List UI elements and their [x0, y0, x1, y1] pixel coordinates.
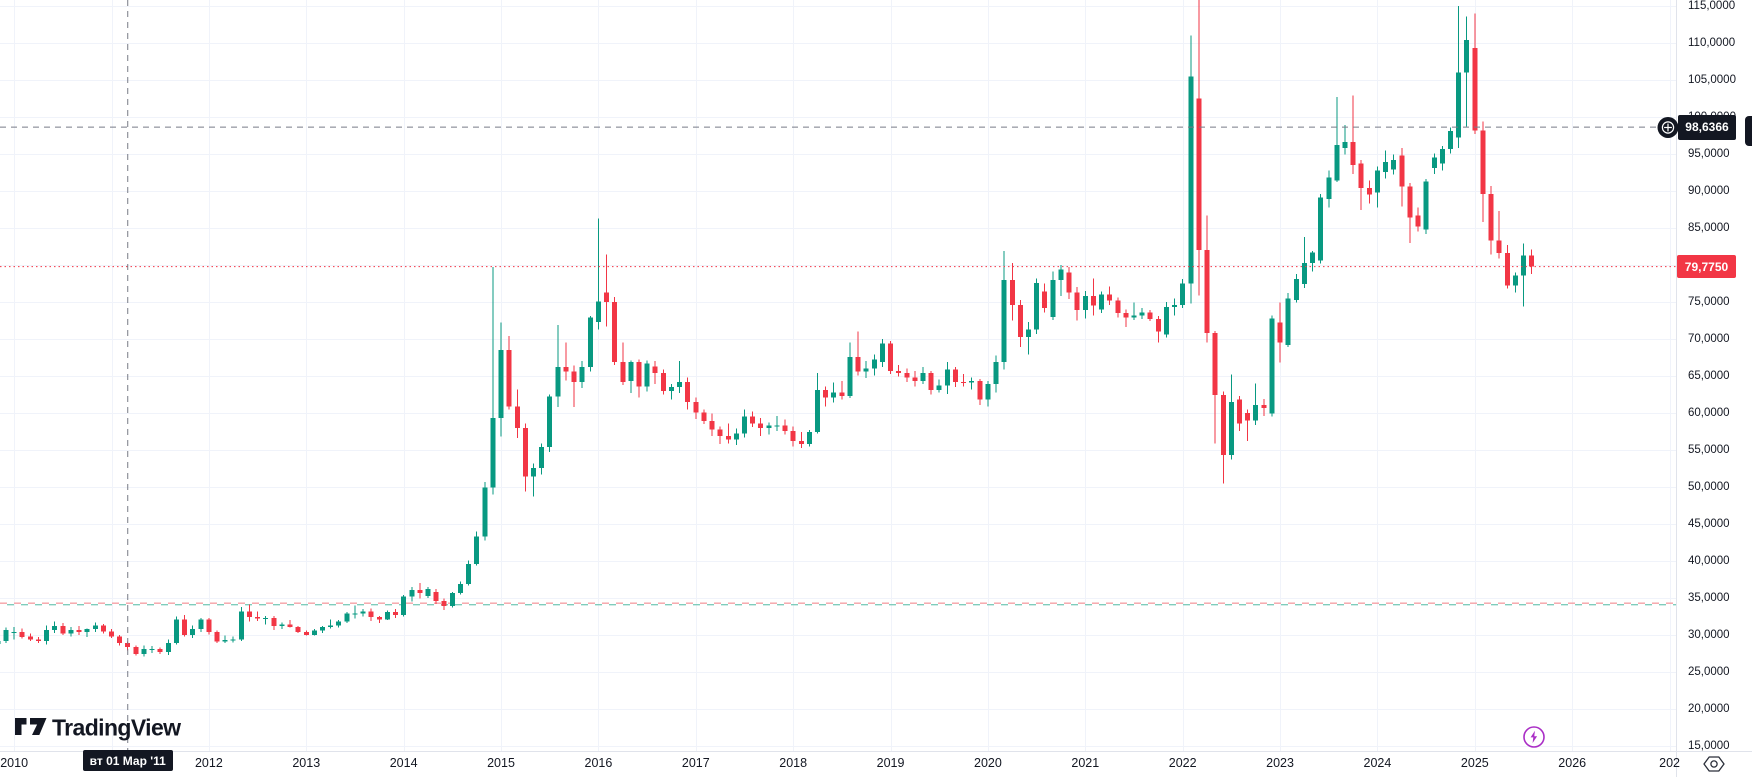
time-axis[interactable]: 2010 2012 2013 2014 2015 2016 2017 2018 2019 2020…: [0, 752, 1752, 777]
time-tick-label: 2024: [1363, 756, 1392, 770]
time-tick-label: 2014: [389, 756, 418, 770]
time-tick-label: 2013: [292, 756, 321, 770]
price-tick-label: 70,0000: [1688, 332, 1730, 345]
price-tick-label: 65,0000: [1688, 369, 1730, 382]
price-tick-label: 85,0000: [1688, 221, 1730, 234]
price-tick-label: 55,0000: [1688, 443, 1730, 456]
price-tick-label: 105,0000: [1688, 73, 1736, 86]
price-axis[interactable]: 15,0000 20,0000 25,0000 30,0000 35,0000 40,00…: [1677, 0, 1752, 752]
price-tick-label: 30,0000: [1688, 628, 1730, 641]
time-tick-label: 2019: [876, 756, 905, 770]
time-tick-label: 2021: [1071, 756, 1100, 770]
price-tick-label: 35,0000: [1688, 591, 1730, 604]
time-tick-label: 2010: [0, 756, 29, 770]
time-tick-label: 2026: [1558, 756, 1587, 770]
time-tick-label: 2023: [1266, 756, 1294, 770]
price-tick-label: 60,0000: [1688, 406, 1730, 419]
price-tick-label: 25,0000: [1688, 665, 1730, 678]
tradingview-logo-mark: [15, 718, 47, 735]
price-tick-label: 15,0000: [1688, 739, 1730, 752]
hexagon-eye-icon[interactable]: [1701, 754, 1727, 774]
price-tick-label: 40,0000: [1688, 554, 1730, 567]
boost-lightning-icon[interactable]: [1522, 725, 1546, 749]
edge-notch: [1745, 116, 1752, 146]
crosshair-price-badge: 98,6366: [1678, 114, 1736, 140]
time-tick-label: 2022: [1168, 756, 1197, 770]
time-tick-label: 2012: [194, 756, 223, 770]
price-tick-label: 115,0000: [1688, 0, 1736, 12]
add-alert-plus-icon[interactable]: [1656, 115, 1680, 139]
time-tick-label: 2016: [584, 756, 613, 770]
time-tick-label: 2015: [487, 756, 515, 770]
tradingview-logo-text: TradingView: [52, 715, 181, 741]
time-tick-label: 2017: [681, 756, 710, 770]
tradingview-logo[interactable]: TradingView: [13, 711, 223, 745]
last-price-badge: 79,7750: [1677, 255, 1736, 279]
time-tick-label: 2018: [779, 756, 808, 770]
price-tick-label: 110,0000: [1688, 36, 1736, 49]
crosshair-date-badge: вт 01 Мар '11: [82, 750, 173, 771]
price-tick-label: 45,0000: [1688, 517, 1730, 530]
time-tick-label: 2025: [1460, 756, 1489, 770]
time-tick-label: 2020: [974, 756, 1002, 770]
price-tick-label: 95,0000: [1688, 147, 1730, 160]
price-tick-label: 50,0000: [1688, 480, 1730, 493]
time-tick-label: 202: [1659, 756, 1680, 770]
price-tick-label: 20,0000: [1688, 702, 1730, 715]
price-tick-label: 75,0000: [1688, 295, 1730, 308]
price-tick-label: 90,0000: [1688, 184, 1730, 197]
